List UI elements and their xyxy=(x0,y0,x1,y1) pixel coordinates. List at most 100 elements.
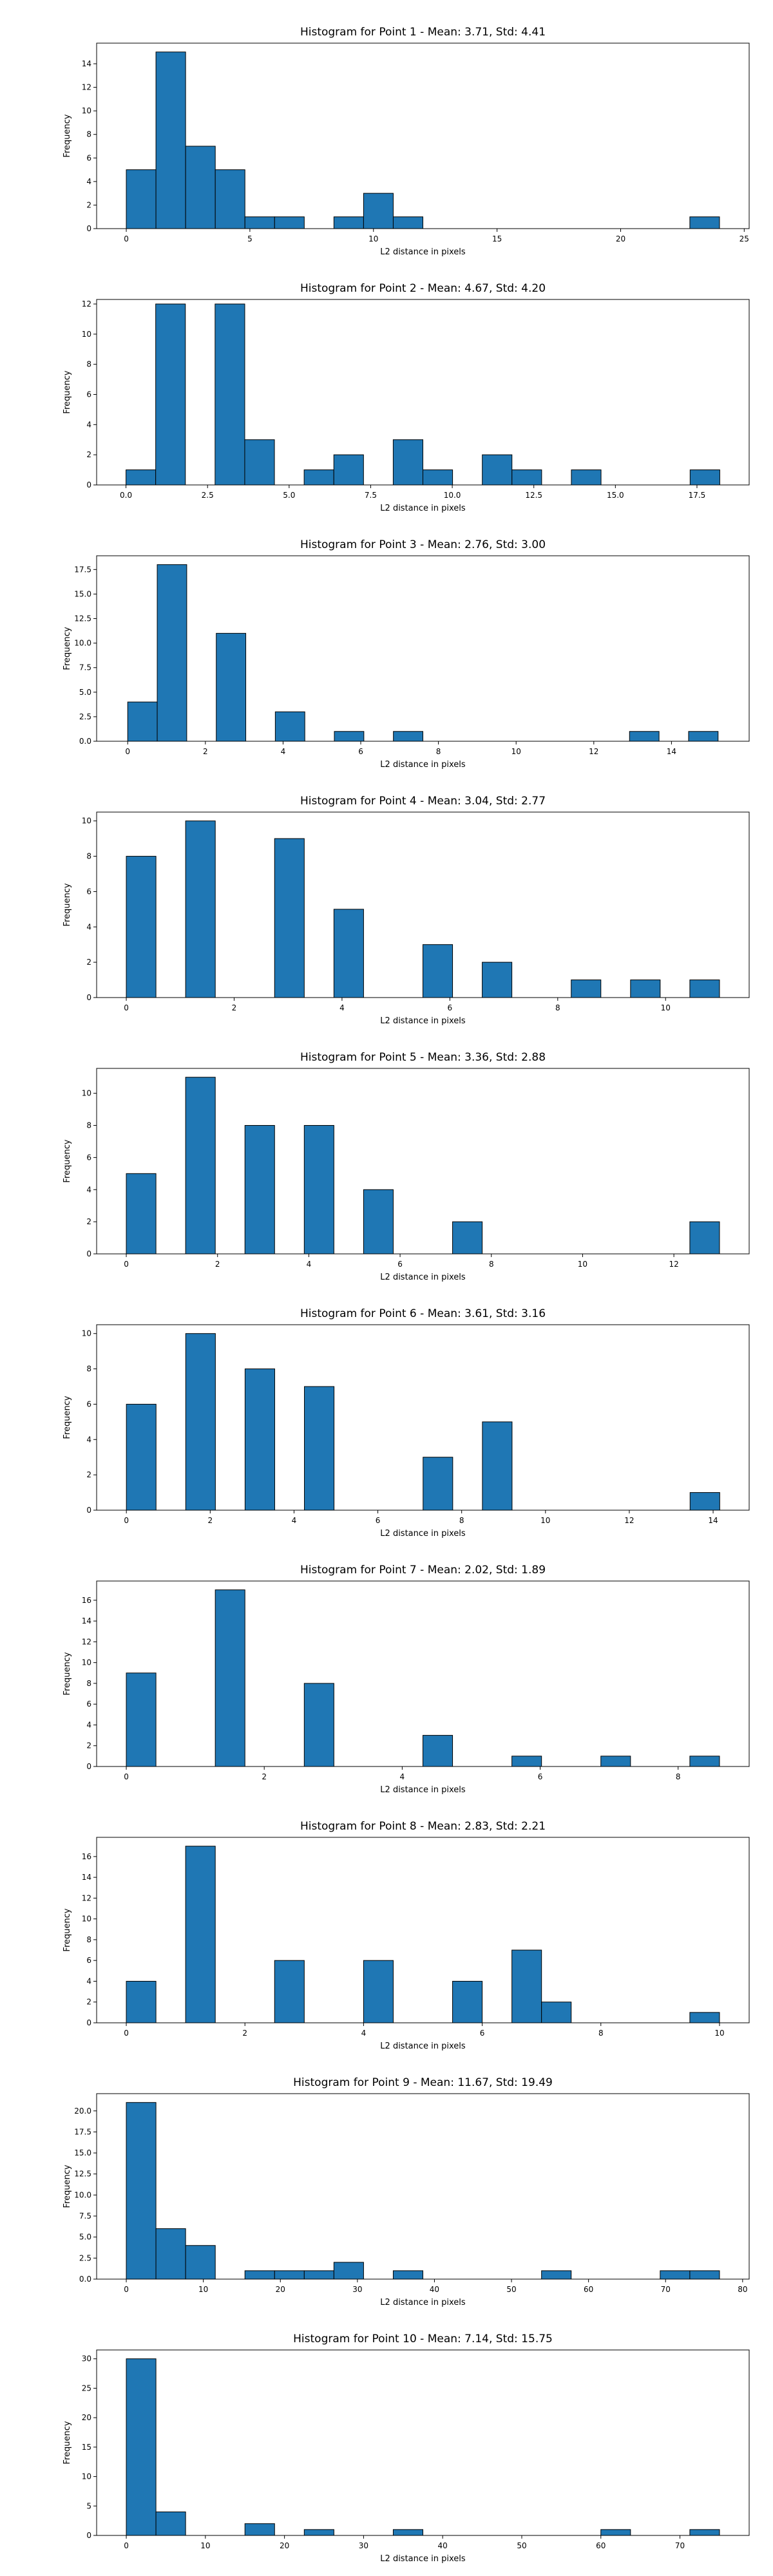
histogram-bar xyxy=(303,1125,334,1255)
histogram-bar xyxy=(244,1125,275,1255)
histogram-bar xyxy=(303,1683,334,1767)
histogram-bar xyxy=(393,731,423,742)
x-tick-label: 20 xyxy=(616,234,625,243)
x-tick-label: 60 xyxy=(584,2285,593,2294)
y-tick-label: 0 xyxy=(86,1762,91,1771)
y-tick-label: 10 xyxy=(82,1089,91,1098)
chart-panel-10: Histogram for Point 10 - Mean: 7.14, Std… xyxy=(62,2333,750,2564)
histogram-bar xyxy=(571,980,602,998)
y-tick-label: 12.5 xyxy=(74,2170,91,2179)
axes-frame xyxy=(96,1068,750,1255)
y-tick-label: 6 xyxy=(86,1399,91,1408)
x-tick-label: 7.5 xyxy=(365,491,377,500)
y-tick-label: 8 xyxy=(86,852,91,861)
y-tick-label: 2.5 xyxy=(79,2253,91,2262)
axes-frame xyxy=(96,811,750,998)
histogram-bar xyxy=(185,1846,216,2023)
x-tick-label: 0 xyxy=(124,1003,129,1012)
chart-panel-2: Histogram for Point 2 - Mean: 4.67, Std:… xyxy=(62,282,750,513)
x-tick-label: 8 xyxy=(489,1260,494,1269)
y-tick-label: 5.0 xyxy=(79,688,91,697)
x-axis-label: L2 distance in pixels xyxy=(380,247,466,257)
y-tick-label: 4 xyxy=(86,177,91,186)
x-tick-label: 12 xyxy=(624,1516,634,1525)
y-tick-label: 2 xyxy=(86,200,91,209)
histogram-bar xyxy=(126,469,157,486)
x-tick-label: 6 xyxy=(358,747,363,756)
histogram-bar xyxy=(334,731,365,742)
histogram-bar xyxy=(185,1333,216,1511)
x-tick-label: 0 xyxy=(125,747,130,756)
chart-title: Histogram for Point 5 - Mean: 3.36, Std:… xyxy=(300,1051,546,1064)
y-tick-label: 8 xyxy=(86,1935,91,1944)
histogram-bar xyxy=(126,169,157,229)
histogram-bar xyxy=(482,1421,513,1511)
x-tick-label: 50 xyxy=(517,2541,526,2550)
y-tick-label: 4 xyxy=(86,922,91,931)
histogram-bar xyxy=(689,980,720,998)
histogram-bar xyxy=(274,711,305,742)
y-tick-label: 8 xyxy=(86,130,91,139)
histogram-bar xyxy=(244,216,275,229)
x-axis-label: L2 distance in pixels xyxy=(380,1016,466,1026)
y-axis-label: Frequency xyxy=(62,1396,72,1439)
histogram-bar xyxy=(423,944,453,998)
x-tick-label: 6 xyxy=(448,1003,453,1012)
y-tick-label: 16 xyxy=(82,1596,91,1605)
y-tick-label: 6 xyxy=(86,390,91,399)
chart-title: Histogram for Point 7 - Mean: 2.02, Std:… xyxy=(300,1564,546,1577)
histogram-bar xyxy=(155,303,186,486)
y-tick-label: 0.0 xyxy=(79,2275,91,2284)
x-tick-label: 25 xyxy=(740,234,749,243)
histogram-bar xyxy=(511,1949,542,2023)
histogram-bar xyxy=(274,2270,305,2280)
x-tick-label: 15 xyxy=(492,234,502,243)
chart-title: Histogram for Point 3 - Mean: 2.76, Std:… xyxy=(300,538,546,551)
x-tick-label: 8 xyxy=(676,1772,681,1781)
chart-title: Histogram for Point 10 - Mean: 7.14, Std… xyxy=(293,2333,553,2345)
x-tick-label: 10.0 xyxy=(444,491,461,500)
histogram-bar xyxy=(126,856,157,998)
x-tick-label: 80 xyxy=(738,2285,747,2294)
chart-title: Histogram for Point 4 - Mean: 3.04, Std:… xyxy=(300,795,546,808)
x-tick-label: 6 xyxy=(376,1516,381,1525)
histogram-bar xyxy=(274,216,305,229)
x-tick-label: 2.5 xyxy=(202,491,214,500)
x-tick-label: 10 xyxy=(540,1516,550,1525)
y-axis-label: Frequency xyxy=(62,114,72,157)
chart-title: Histogram for Point 6 - Mean: 3.61, Std:… xyxy=(300,1307,546,1320)
y-tick-label: 2 xyxy=(86,1217,91,1226)
x-tick-label: 2 xyxy=(232,1003,237,1012)
x-tick-label: 4 xyxy=(361,2029,367,2038)
histogram-bar xyxy=(629,731,660,742)
x-tick-label: 30 xyxy=(359,2541,368,2550)
y-tick-label: 8 xyxy=(86,1121,91,1130)
y-tick-label: 10 xyxy=(82,1915,91,1924)
x-tick-label: 4 xyxy=(292,1516,297,1525)
histogram-bar xyxy=(274,1960,305,2023)
y-tick-label: 14 xyxy=(82,1873,91,1882)
histogram-bar xyxy=(126,1672,157,1767)
histogram-bar xyxy=(244,2523,275,2536)
x-tick-label: 10 xyxy=(714,2029,724,2038)
axes-frame xyxy=(96,2093,750,2280)
y-tick-label: 7.5 xyxy=(79,663,91,672)
axes-frame xyxy=(96,1324,750,1511)
x-axis-label: L2 distance in pixels xyxy=(380,1273,466,1282)
y-tick-label: 2 xyxy=(86,1998,91,2007)
axes-frame xyxy=(96,1837,750,2023)
histogram-bar xyxy=(333,454,364,486)
x-tick-label: 0 xyxy=(124,2285,129,2294)
x-tick-label: 2 xyxy=(242,2029,247,2038)
y-tick-label: 12 xyxy=(82,83,91,92)
y-tick-label: 14 xyxy=(82,59,91,68)
y-tick-label: 25 xyxy=(82,2383,91,2392)
y-tick-label: 10.0 xyxy=(74,639,91,648)
chart-panel-3: Histogram for Point 3 - Mean: 2.76, Std:… xyxy=(62,538,750,770)
x-tick-label: 2 xyxy=(215,1260,220,1269)
x-tick-label: 10 xyxy=(368,234,378,243)
y-axis-label: Frequency xyxy=(62,1652,72,1695)
x-tick-label: 10 xyxy=(661,1003,671,1012)
histogram-bar xyxy=(689,1492,720,1511)
x-tick-label: 4 xyxy=(281,747,286,756)
